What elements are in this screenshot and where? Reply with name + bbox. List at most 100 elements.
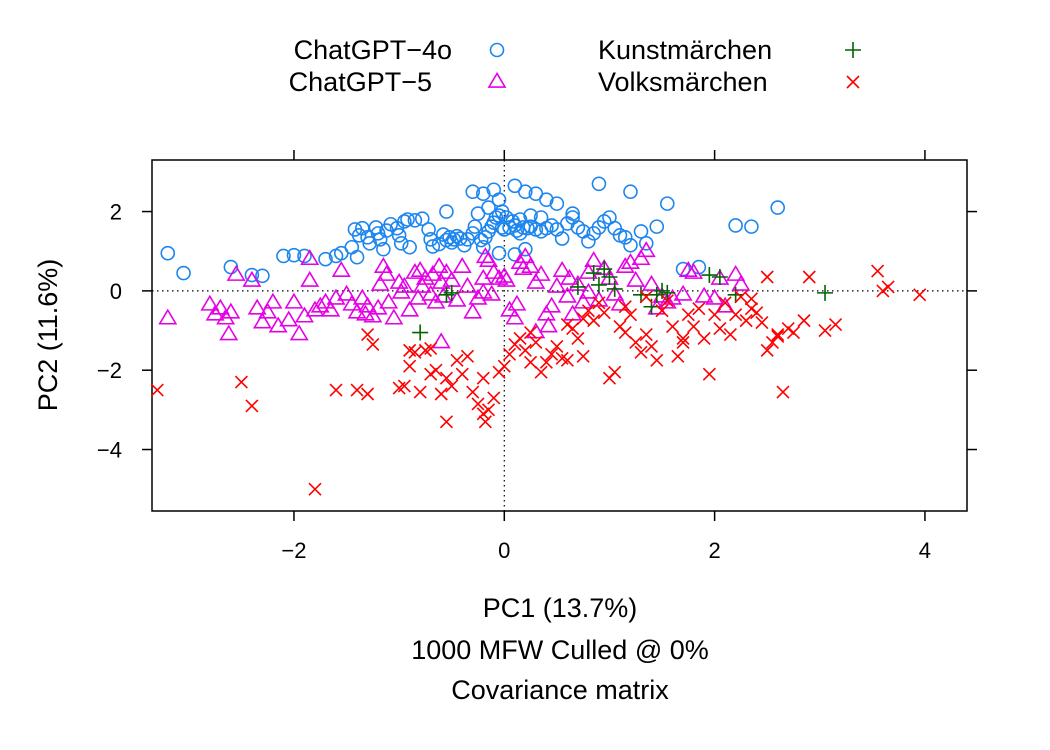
- data-point: [770, 200, 786, 215]
- data-point: [755, 316, 769, 330]
- data-point: [424, 367, 438, 381]
- data-point: [539, 355, 553, 369]
- data-point: [727, 286, 744, 303]
- data-point: [715, 296, 735, 313]
- data-point: [443, 284, 460, 301]
- data-point: [300, 249, 320, 266]
- data-point: [512, 212, 528, 227]
- data-point: [817, 284, 834, 301]
- data-point: [450, 353, 464, 367]
- data-point: [545, 347, 559, 361]
- data-point: [397, 379, 411, 393]
- data-point: [496, 270, 516, 287]
- data-point: [731, 274, 751, 291]
- legend-label-chatgpt-5: ChatGPT−5: [289, 67, 432, 97]
- data-point: [491, 245, 507, 261]
- data-point: [200, 294, 220, 311]
- data-point: [692, 302, 706, 316]
- data-points: [150, 176, 927, 496]
- data-point: [633, 224, 649, 239]
- data-point: [606, 280, 623, 297]
- data-point: [412, 324, 429, 341]
- data-point: [608, 365, 622, 379]
- data-point: [407, 212, 423, 228]
- data-point: [531, 264, 551, 281]
- data-point: [560, 268, 579, 285]
- data-point: [734, 290, 748, 304]
- data-point: [470, 206, 486, 221]
- data-point: [434, 387, 448, 401]
- data-point: [642, 274, 661, 291]
- data-point: [352, 288, 372, 305]
- data-point: [617, 230, 633, 245]
- data-point: [728, 218, 743, 233]
- data-point: [366, 337, 380, 351]
- series-2: [412, 261, 834, 341]
- data-point: [466, 385, 480, 399]
- data-point: [569, 278, 586, 295]
- data-point: [523, 208, 538, 223]
- data-point: [797, 314, 811, 328]
- data-point: [578, 262, 598, 279]
- data-point: [216, 308, 236, 325]
- data-point: [376, 241, 391, 257]
- data-point: [252, 312, 272, 329]
- data-point: [468, 288, 488, 305]
- data-point: [536, 304, 556, 321]
- data-point: [295, 306, 314, 323]
- data-point: [351, 228, 367, 243]
- data-point: [370, 226, 386, 241]
- data-point: [697, 331, 711, 346]
- data-point: [729, 308, 743, 322]
- data-point: [379, 292, 399, 309]
- data-point: [242, 270, 262, 287]
- data-point: [500, 300, 520, 317]
- data-point: [513, 259, 533, 275]
- data-point: [533, 210, 549, 225]
- x-tick-label: −2: [281, 538, 306, 563]
- data-point: [331, 260, 351, 277]
- data-point: [363, 306, 383, 323]
- data-point: [566, 321, 580, 336]
- data-point: [279, 310, 299, 327]
- data-point: [436, 262, 456, 279]
- data-point: [723, 327, 737, 342]
- data-point: [361, 327, 375, 342]
- data-point: [494, 220, 510, 235]
- data-point: [739, 314, 753, 328]
- legend-marker-triangle-icon: [487, 71, 507, 88]
- data-point: [518, 184, 533, 200]
- data-point: [342, 294, 362, 311]
- data-point: [447, 290, 467, 307]
- data-point: [475, 186, 491, 202]
- data-point: [479, 251, 498, 268]
- data-point: [210, 298, 230, 315]
- data-point: [524, 355, 538, 369]
- data-point: [684, 262, 704, 279]
- data-point: [573, 292, 593, 309]
- data-point: [550, 339, 564, 353]
- data-point: [539, 192, 554, 207]
- legend-marker-cross-icon: [846, 75, 860, 89]
- data-point: [384, 308, 404, 325]
- data-point: [445, 379, 459, 393]
- data-point: [268, 316, 288, 333]
- data-point: [665, 320, 680, 334]
- data-point: [460, 349, 475, 363]
- data-point: [585, 265, 602, 282]
- data-point: [413, 385, 427, 399]
- legend-label-volksmaerchen: Volksmärchen: [598, 67, 768, 97]
- data-point: [426, 292, 446, 309]
- data-point: [581, 234, 596, 249]
- reference-lines: [152, 160, 967, 511]
- data-point: [760, 343, 774, 357]
- data-point: [649, 219, 665, 234]
- data-point: [681, 308, 695, 322]
- data-point: [578, 282, 598, 299]
- legend-marker-plus-icon: [845, 42, 861, 58]
- data-point: [639, 290, 653, 304]
- data-point: [760, 270, 774, 284]
- data-point: [659, 284, 676, 301]
- data-point: [234, 375, 248, 389]
- data-point: [781, 321, 795, 336]
